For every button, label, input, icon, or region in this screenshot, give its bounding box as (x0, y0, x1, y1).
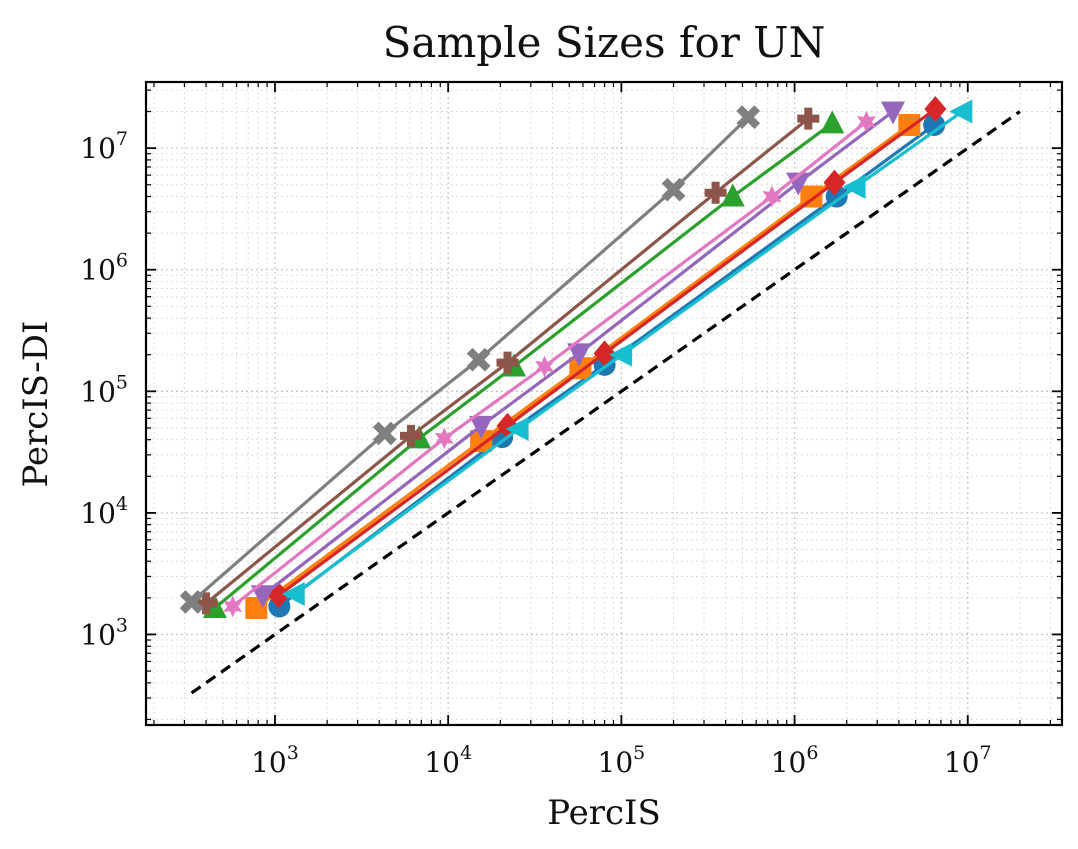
data-point (842, 174, 866, 199)
y-tick-exponent: 4 (116, 493, 128, 515)
data-point (195, 592, 218, 615)
series-7 (223, 110, 876, 618)
x-tick-base: 10 (424, 746, 460, 779)
data-point (609, 342, 633, 367)
data-point (470, 430, 493, 453)
data-point (924, 95, 947, 122)
data-point (179, 590, 204, 614)
data-point (281, 582, 305, 607)
data-point (820, 110, 845, 134)
y-tick-base: 10 (80, 618, 116, 651)
x-marker-stroke (736, 105, 761, 129)
data-point (496, 351, 519, 374)
series-5 (250, 101, 905, 609)
y-tick-label: 105 (80, 371, 128, 408)
y-tick-exponent: 5 (116, 371, 128, 393)
data-point (400, 424, 423, 447)
x-tick-label: 105 (598, 742, 646, 779)
data-point (250, 585, 275, 609)
x-tick-base: 10 (598, 746, 634, 779)
data-point (720, 183, 745, 207)
data-point (469, 415, 494, 439)
ticks (146, 82, 1062, 725)
x-marker-stroke (466, 347, 491, 372)
data-point (434, 427, 454, 450)
x-tick-label: 103 (251, 742, 299, 779)
series-3 (202, 110, 845, 619)
data-point (823, 169, 846, 196)
y-tick-base: 10 (80, 132, 116, 165)
series-9 (281, 99, 973, 607)
chart-title: Sample Sizes for UN (383, 18, 826, 67)
data-point (704, 181, 727, 204)
reference-line (190, 110, 1021, 695)
x-tick-exponent: 5 (633, 742, 645, 764)
x-tick-label: 107 (944, 742, 992, 779)
y-tick-label: 106 (80, 250, 128, 287)
x-tick-label: 106 (771, 742, 819, 779)
series-4 (267, 95, 947, 609)
x-marker-stroke (372, 421, 397, 446)
y-axis-label: PercIS-DI (16, 321, 56, 488)
x-tick-exponent: 7 (980, 742, 992, 764)
data-point (466, 347, 491, 372)
y-tick-base: 10 (80, 497, 116, 530)
y-tick-exponent: 7 (116, 128, 128, 150)
data-point (797, 107, 820, 130)
data-point (856, 110, 876, 133)
y-tick-label: 104 (80, 493, 128, 530)
x-tick-base: 10 (251, 746, 287, 779)
data-point (593, 340, 616, 367)
series-6 (195, 107, 820, 615)
data-point (762, 185, 782, 208)
y-tick-exponent: 3 (116, 614, 128, 636)
y-tick-base: 10 (80, 254, 116, 287)
reference-line-layer (190, 110, 1021, 695)
x-tick-exponent: 4 (460, 742, 472, 764)
data-point (372, 421, 397, 446)
data-point (223, 595, 243, 618)
x-tick-label: 104 (424, 742, 472, 779)
series-layer (179, 95, 973, 620)
y-tick-label: 103 (80, 614, 128, 651)
y-tick-base: 10 (80, 375, 116, 408)
data-point (923, 114, 946, 137)
y-tick-exponent: 6 (116, 250, 128, 272)
x-marker-stroke (179, 590, 204, 614)
data-point (949, 99, 973, 124)
y-tick-label: 107 (80, 128, 128, 165)
x-tick-base: 10 (944, 746, 980, 779)
x-tick-exponent: 6 (806, 742, 818, 764)
data-point (505, 416, 529, 441)
x-tick-labels: 103 104 105 106 107 (251, 742, 992, 779)
x-tick-base: 10 (771, 746, 807, 779)
data-point (567, 343, 592, 367)
x-marker-stroke (661, 177, 686, 202)
x-tick-exponent: 3 (287, 742, 299, 764)
x-axis-label: PercIS (547, 793, 661, 833)
data-point (661, 177, 686, 202)
data-point (535, 355, 555, 378)
series-line (213, 122, 834, 610)
series-8 (179, 105, 761, 614)
data-point (880, 101, 905, 125)
data-point (736, 105, 761, 129)
